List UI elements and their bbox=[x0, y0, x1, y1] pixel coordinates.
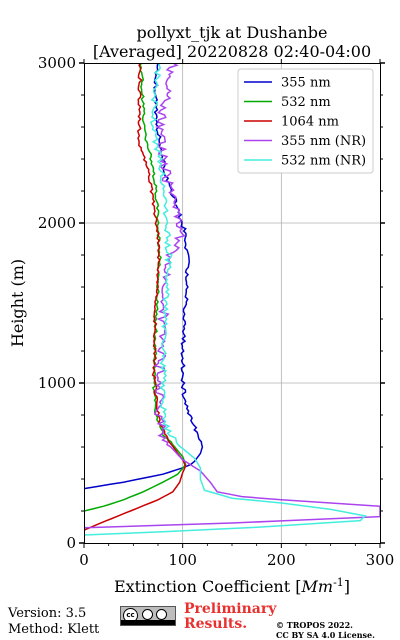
by-icon bbox=[142, 609, 153, 620]
x-tick-label: 0 bbox=[79, 551, 89, 569]
y-tick-label: 1000 bbox=[38, 374, 76, 392]
legend-label: 1064 nm bbox=[281, 115, 339, 130]
legend-box bbox=[237, 68, 374, 174]
series-line-355-nm-nr bbox=[84, 63, 380, 529]
version-text: Version: 3.5 bbox=[8, 606, 87, 621]
chart-title: pollyxt_tjk at Dushanbe bbox=[136, 23, 327, 42]
x-tick-label: 100 bbox=[168, 551, 197, 569]
preliminary-line-1: Preliminary bbox=[184, 601, 277, 617]
y-tick-label: 3000 bbox=[38, 54, 76, 72]
method-text: Method: Klett bbox=[8, 622, 100, 637]
series-line-532-nm bbox=[84, 63, 187, 512]
series-lines bbox=[84, 63, 380, 536]
copyright-note: © TROPOS 2022. CC BY SA 4.0 License. bbox=[276, 620, 375, 640]
y-tick-label: 2000 bbox=[38, 214, 76, 232]
legend-label: 355 nm (NR) bbox=[281, 134, 366, 149]
y-axis-label: Height (m) bbox=[8, 259, 27, 347]
sa-icon bbox=[156, 609, 167, 620]
legend-label: 532 nm bbox=[281, 95, 331, 110]
x-tick-label: 300 bbox=[366, 551, 395, 569]
plot-frame bbox=[84, 63, 381, 544]
x-tick-label: 200 bbox=[267, 551, 296, 569]
series-line-532-nm-nr bbox=[84, 63, 367, 536]
chart-subtitle: [Averaged] 20220828 02:40-04:00 bbox=[93, 42, 371, 61]
legend-label: 532 nm (NR) bbox=[281, 154, 366, 169]
x-axis-label: Extinction Coefficient [Mm-1] bbox=[114, 576, 350, 596]
y-tick-label: 0 bbox=[66, 534, 76, 552]
legend: 355 nm 532 nm 1064 nm 355 nm (NR) 532 nm (NR… bbox=[237, 68, 374, 174]
cc-license-badge: cc bbox=[120, 606, 176, 626]
footer-info: Version: 3.5 Method: Klett bbox=[8, 606, 99, 638]
copyright-line-2: CC BY SA 4.0 License. bbox=[276, 630, 375, 640]
legend-label: 355 nm bbox=[281, 76, 331, 91]
preliminary-note: Preliminary Results. bbox=[184, 602, 276, 632]
series-line-355-nm bbox=[84, 63, 204, 490]
series-line-1064-nm bbox=[84, 63, 187, 531]
badge-strip bbox=[121, 620, 175, 625]
copyright-line-1: © TROPOS 2022. bbox=[276, 620, 353, 630]
preliminary-line-2: Results. bbox=[184, 616, 248, 632]
